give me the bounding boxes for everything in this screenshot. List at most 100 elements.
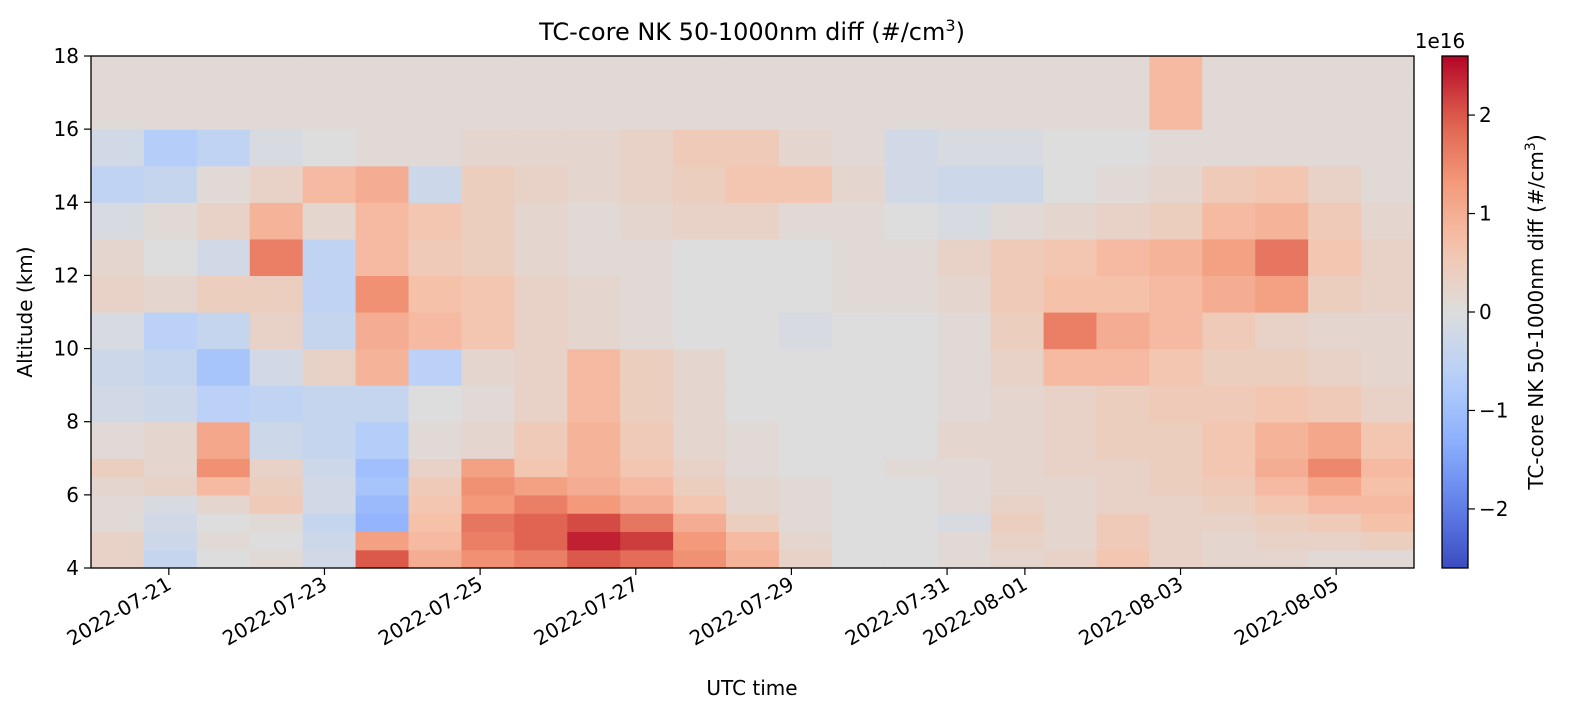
- heatmap-cell: [620, 476, 674, 496]
- colorbar-gradient: [1441, 55, 1469, 569]
- heatmap-cell: [937, 202, 992, 240]
- heatmap-cell: [91, 92, 145, 130]
- heatmap-cell: [1149, 92, 1203, 130]
- heatmap-cell: [91, 476, 145, 496]
- heatmap-cell: [249, 549, 304, 569]
- heatmap-cell: [196, 348, 251, 386]
- heatmap-cell: [884, 421, 939, 459]
- heatmap-cell: [355, 312, 410, 350]
- heatmap-cell: [1255, 385, 1309, 423]
- heatmap-cell: [567, 531, 621, 551]
- heatmap-cell: [990, 531, 1045, 551]
- heatmap-cell: [726, 312, 780, 350]
- heatmap-cell: [143, 238, 198, 277]
- heatmap-cell: [514, 494, 568, 514]
- heatmap-cell: [249, 494, 304, 514]
- heatmap-cell: [249, 129, 304, 167]
- heatmap-cell: [1255, 238, 1309, 277]
- heatmap-cell: [143, 312, 198, 350]
- heatmap-cell: [143, 56, 198, 94]
- heatmap-cell: [1096, 312, 1150, 350]
- heatmap-cell: [1043, 476, 1098, 496]
- heatmap-cell: [673, 513, 727, 533]
- heatmap-cell: [726, 421, 780, 459]
- heatmap-cell: [143, 348, 198, 386]
- heatmap-cell: [461, 348, 515, 386]
- heatmap-cell: [461, 494, 515, 514]
- heatmap-cell: [1361, 494, 1415, 514]
- heatmap-cell: [884, 165, 939, 203]
- heatmap-cell: [778, 531, 833, 551]
- heatmap-cell: [91, 165, 145, 203]
- heatmap-cell: [990, 312, 1045, 350]
- heatmap-cell: [567, 513, 621, 533]
- heatmap-cell: [514, 312, 568, 350]
- heatmap-cell: [302, 275, 357, 313]
- heatmap-cell: [567, 238, 621, 277]
- heatmap-cell: [1096, 202, 1150, 240]
- heatmap-cell: [1043, 92, 1098, 130]
- y-tick-label: 6: [66, 483, 79, 507]
- heatmap-cell: [1096, 238, 1150, 277]
- heatmap-cell: [937, 238, 992, 277]
- heatmap-cell: [1096, 494, 1150, 514]
- heatmap-cell: [1308, 549, 1362, 569]
- heatmap-cell: [620, 312, 674, 350]
- heatmap-cell: [726, 129, 780, 167]
- heatmap-cell: [884, 476, 939, 496]
- heatmap-cell: [355, 202, 410, 240]
- heatmap-cell: [884, 385, 939, 423]
- chart-title: TC-core NK 50-1000nm diff (#/cm3): [538, 16, 965, 46]
- heatmap-cell: [1202, 202, 1256, 240]
- heatmap-cell: [355, 458, 410, 478]
- heatmap-cell: [461, 238, 515, 277]
- heatmap-cell: [1149, 476, 1203, 496]
- heatmap-cell: [1255, 312, 1309, 350]
- heatmap-cell: [1043, 275, 1098, 313]
- heatmap-cell: [990, 494, 1045, 514]
- heatmap-cell: [990, 92, 1045, 130]
- heatmap-cell: [1255, 458, 1309, 478]
- heatmap-cell: [408, 202, 463, 240]
- heatmap-cell: [1043, 312, 1098, 350]
- heatmap-cell: [884, 312, 939, 350]
- heatmap-cell: [1096, 458, 1150, 478]
- heatmap-cell: [514, 458, 568, 478]
- heatmap-cell: [1096, 56, 1150, 94]
- heatmap-cell: [778, 275, 833, 313]
- heatmap-cell: [620, 92, 674, 130]
- heatmap-cell: [408, 165, 463, 203]
- heatmap-cell: [1043, 549, 1098, 569]
- heatmap-cell: [620, 549, 674, 569]
- heatmap-cell: [91, 202, 145, 240]
- heatmap-cell: [1149, 549, 1203, 569]
- heatmap-cell: [355, 385, 410, 423]
- heatmap-cell: [1202, 476, 1256, 496]
- plot-frame: [90, 55, 1415, 569]
- heatmap-cell: [673, 202, 727, 240]
- heatmap-cell: [567, 476, 621, 496]
- heatmap-cell: [1096, 348, 1150, 386]
- heatmap-cell: [620, 458, 674, 478]
- heatmap-cell: [143, 421, 198, 459]
- heatmap-cell: [196, 129, 251, 167]
- heatmap-cell: [1043, 458, 1098, 478]
- heatmap-cell: [1361, 275, 1415, 313]
- heatmap-cell: [831, 494, 886, 514]
- heatmap-cell: [1361, 421, 1415, 459]
- heatmap-cell: [778, 494, 833, 514]
- heatmap-cell: [1308, 348, 1362, 386]
- heatmap-cell: [461, 129, 515, 167]
- heatmap-cell: [514, 513, 568, 533]
- heatmap-cell: [937, 385, 992, 423]
- heatmap-cell: [1361, 348, 1415, 386]
- heatmap-cell: [143, 494, 198, 514]
- heatmap-cell: [1149, 348, 1203, 386]
- heatmap-cell: [1255, 421, 1309, 459]
- heatmap-cell: [1308, 531, 1362, 551]
- heatmap-cell: [1096, 385, 1150, 423]
- heatmap-cell: [778, 56, 833, 94]
- heatmap-cell: [514, 476, 568, 496]
- heatmap-cell: [514, 92, 568, 130]
- heatmap-cell: [355, 513, 410, 533]
